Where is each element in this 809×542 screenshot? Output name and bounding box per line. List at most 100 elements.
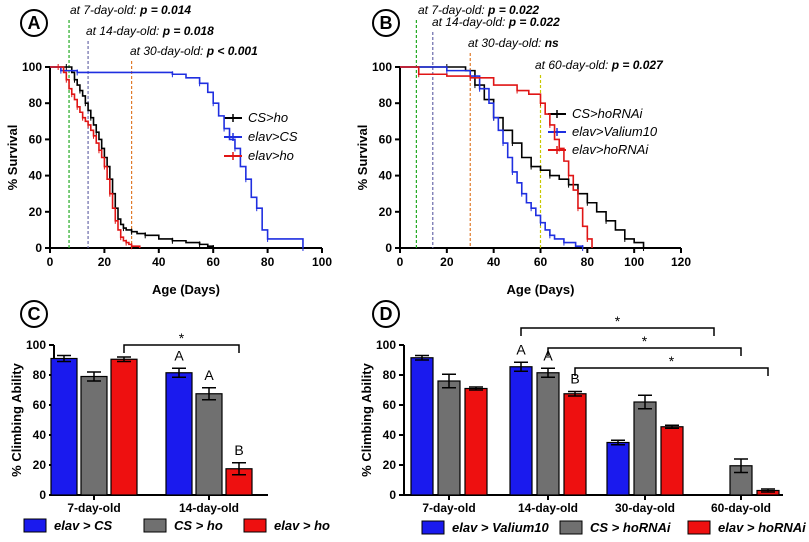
category-label-14-day-old: 14-day-old — [179, 501, 239, 515]
legend-swatch-elav-ho — [243, 518, 267, 533]
legend-label-elav-ho: elav>ho — [248, 148, 294, 163]
panel-b-circle — [372, 9, 400, 37]
bar-cs-hornai-7-day-old — [437, 380, 461, 496]
panel-b-label: B — [380, 13, 393, 33]
annotation-p-value: p = 0.022 — [508, 15, 560, 29]
x-tick-label: 120 — [671, 255, 691, 269]
x-tick-label: 0 — [47, 255, 54, 269]
legend-swatch-cs-hornai — [559, 520, 583, 535]
legend-label-cs-hornai: CS>hoRNAi — [572, 106, 644, 121]
annotation-60-day: at 60-day-old: p = 0.027 — [535, 58, 664, 72]
y-tick-label: 100 — [26, 338, 46, 352]
annotation-p-value: p = 0.014 — [139, 3, 191, 17]
significance-star: * — [615, 313, 621, 329]
annotation-label: at 30-day-old: — [130, 44, 207, 58]
bar-cs-hornai-14-day-old — [536, 372, 560, 496]
annotation-label: at 14-day-old: — [432, 15, 509, 29]
legend-swatch-elav-cs — [23, 518, 47, 533]
annotation-p-value: p = 0.027 — [611, 58, 664, 72]
x-tick-label: 60 — [534, 255, 548, 269]
annotation-14-day: at 14-day-old: p = 0.018 — [86, 24, 214, 38]
annotation-p-value: p < 0.001 — [206, 44, 258, 58]
y-tick-label: 60 — [33, 398, 47, 412]
y-tick-label: 80 — [379, 96, 393, 110]
significance-bracket — [520, 327, 715, 336]
y-tick-label: 20 — [29, 205, 43, 219]
category-label-30-day-old: 30-day-old — [615, 501, 675, 515]
annotation-30-day: at 30-day-old: p < 0.001 — [130, 44, 258, 58]
y-tick-label: 40 — [33, 428, 47, 442]
annotation-7-day: at 7-day-old: p = 0.014 — [70, 3, 191, 17]
x-tick-label: 80 — [581, 255, 595, 269]
legend-label-cs-ho: CS>ho — [248, 110, 288, 125]
x-tick-label: 100 — [624, 255, 644, 269]
category-label-14-day-old: 14-day-old — [518, 501, 578, 515]
x-tick-label: 60 — [207, 255, 221, 269]
bar-elav-cs-14-day-old — [165, 372, 193, 496]
legend-label-elav-valium10: elav>Valium10 — [572, 124, 658, 139]
y-tick-label: 40 — [29, 169, 43, 183]
panel-d-circle — [372, 300, 400, 328]
y-tick-label: 40 — [379, 169, 393, 183]
y-tick-label: 80 — [29, 96, 43, 110]
y-axis-label: % Survival — [355, 125, 370, 191]
legend-swatch-elav-valium10 — [421, 520, 445, 535]
survival-line-cs-ho — [50, 66, 214, 248]
y-tick-label: 0 — [385, 241, 392, 255]
bar-elav-valium10-14-day-old — [509, 366, 533, 496]
y-tick-label: 60 — [379, 132, 393, 146]
survival-chart-a: 0 20 40 60 80 100 0 20 40 60 80 100 Age (Days) % Surv… — [5, 3, 332, 297]
survival-line-elav-hornai — [400, 66, 593, 248]
annotation-p-value: p = 0.018 — [162, 24, 214, 38]
panel-a-label: A — [28, 13, 41, 33]
y-tick-label: 60 — [29, 132, 43, 146]
x-tick-label: 100 — [312, 255, 332, 269]
legend-label-elav-ho: elav > ho — [274, 518, 330, 533]
legend-label-elav-cs: elav>CS — [248, 129, 298, 144]
panel-a-circle — [20, 9, 48, 37]
group-letter: B — [570, 371, 579, 387]
group-letter: A — [174, 347, 184, 363]
y-tick-label: 0 — [35, 241, 42, 255]
significance-bracket — [123, 344, 240, 353]
annotation-label: at 60-day-old: — [535, 58, 612, 72]
significance-bracket — [574, 367, 769, 376]
bar-elav-hornai-7-day-old — [464, 387, 488, 496]
annotation-p-value: ns — [545, 36, 559, 50]
bar-elav-ho-7-day-old — [110, 358, 138, 496]
panel-d-label: D — [380, 304, 393, 324]
legend-label-cs-ho: CS > ho — [174, 518, 223, 533]
x-tick-label: 20 — [98, 255, 112, 269]
bar-chart-d: 0 20 40 60 80 100% Climbing Ability 7-day-old 1… — [359, 313, 806, 535]
bar-cs-ho-7-day-old — [80, 375, 108, 496]
y-tick-label: 80 — [383, 368, 397, 382]
y-tick-label: 60 — [383, 398, 397, 412]
x-axis-label: Age (Days) — [152, 282, 220, 297]
y-tick-label: 100 — [22, 60, 42, 74]
x-tick-label: 80 — [261, 255, 275, 269]
annotation-14-day: at 14-day-old: p = 0.022 — [432, 15, 560, 29]
category-label-60-day-old: 60-day-old — [711, 501, 771, 515]
bar-cs-ho-14-day-old — [195, 393, 223, 496]
x-tick-label: 40 — [487, 255, 501, 269]
x-axis-label: Age (Days) — [507, 282, 575, 297]
y-axis-label: % Survival — [5, 125, 20, 191]
legend-label-cs-hornai: CS > hoRNAi — [590, 520, 671, 535]
legend-label-elav-hornai: elav>hoRNAi — [572, 142, 649, 157]
bar-elav-cs-7-day-old — [50, 357, 78, 496]
y-tick-label: 80 — [33, 368, 47, 382]
significance-star: * — [179, 330, 185, 346]
significance-star: * — [642, 333, 648, 349]
annotation-label: at 7-day-old: — [70, 3, 140, 17]
y-tick-label: 20 — [33, 458, 47, 472]
group-letter: A — [204, 367, 214, 383]
x-tick-label: 40 — [152, 255, 166, 269]
bar-chart-c: 0 20 40 60 80 100% Climbing Ability 7-day-old 1… — [9, 330, 330, 533]
legend-label-elav-valium10: elav > Valium10 — [452, 520, 549, 535]
y-axis-label: % Climbing Ability — [359, 362, 374, 476]
y-tick-label: 100 — [376, 338, 396, 352]
annotation-7-day: at 7-day-old: p = 0.022 — [418, 3, 539, 17]
legend-swatch-cs-ho — [143, 518, 167, 533]
survival-line-elav-valium10 — [400, 66, 584, 248]
